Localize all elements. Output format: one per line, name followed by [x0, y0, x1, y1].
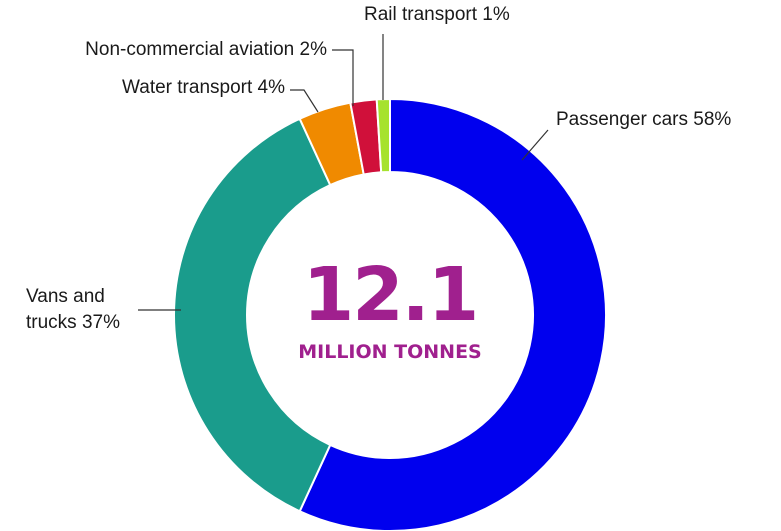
slice-passenger-cars — [298, 97, 607, 531]
slice-vans-trucks — [173, 117, 332, 513]
center-total-unit: MILLION TONNES — [298, 341, 482, 363]
center-total-value: 12.1 — [303, 252, 478, 338]
leader-line-water-transport — [290, 89, 319, 113]
slice-label-rail: Rail transport 1% — [364, 4, 510, 25]
slice-label-aviation: Non-commercial aviation 2% — [85, 39, 327, 60]
donut-slices — [173, 97, 607, 531]
slice-label-water-transport: Water transport 4% — [122, 77, 285, 98]
slice-rail — [375, 97, 391, 174]
leader-line-aviation — [332, 49, 354, 106]
slice-label-vans-trucks-line2: trucks 37% — [26, 312, 120, 333]
slice-label-vans-trucks-line1: Vans and — [26, 286, 105, 307]
leader-line-passenger-cars — [521, 129, 549, 161]
slice-label-passenger-cars: Passenger cars 58% — [556, 109, 731, 130]
